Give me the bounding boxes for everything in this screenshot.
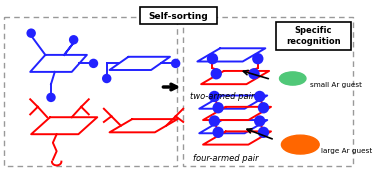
Circle shape bbox=[171, 59, 180, 68]
Circle shape bbox=[258, 102, 269, 113]
Text: large Ar guest: large Ar guest bbox=[321, 148, 372, 154]
Circle shape bbox=[209, 91, 220, 102]
Circle shape bbox=[46, 93, 56, 102]
Bar bbox=[4, 17, 177, 166]
Circle shape bbox=[102, 74, 112, 83]
Circle shape bbox=[254, 115, 265, 127]
Bar bbox=[140, 7, 217, 24]
Circle shape bbox=[254, 91, 265, 102]
Text: small Ar guest: small Ar guest bbox=[310, 82, 362, 88]
Text: Specific
recognition: Specific recognition bbox=[286, 26, 341, 46]
Text: two-armed pair: two-armed pair bbox=[190, 92, 254, 101]
Circle shape bbox=[69, 35, 78, 45]
Circle shape bbox=[212, 127, 224, 138]
Text: four-armed pair: four-armed pair bbox=[193, 154, 259, 163]
Circle shape bbox=[209, 115, 220, 127]
Text: Self-sorting: Self-sorting bbox=[149, 12, 208, 21]
Circle shape bbox=[258, 127, 269, 138]
Ellipse shape bbox=[279, 72, 306, 85]
Circle shape bbox=[248, 68, 260, 80]
Circle shape bbox=[212, 102, 224, 113]
Bar bbox=[276, 22, 351, 50]
Circle shape bbox=[207, 53, 218, 64]
Circle shape bbox=[89, 59, 98, 68]
Circle shape bbox=[26, 29, 36, 38]
Bar bbox=[183, 17, 353, 166]
Ellipse shape bbox=[281, 135, 319, 154]
Circle shape bbox=[211, 68, 222, 80]
Circle shape bbox=[252, 53, 263, 64]
